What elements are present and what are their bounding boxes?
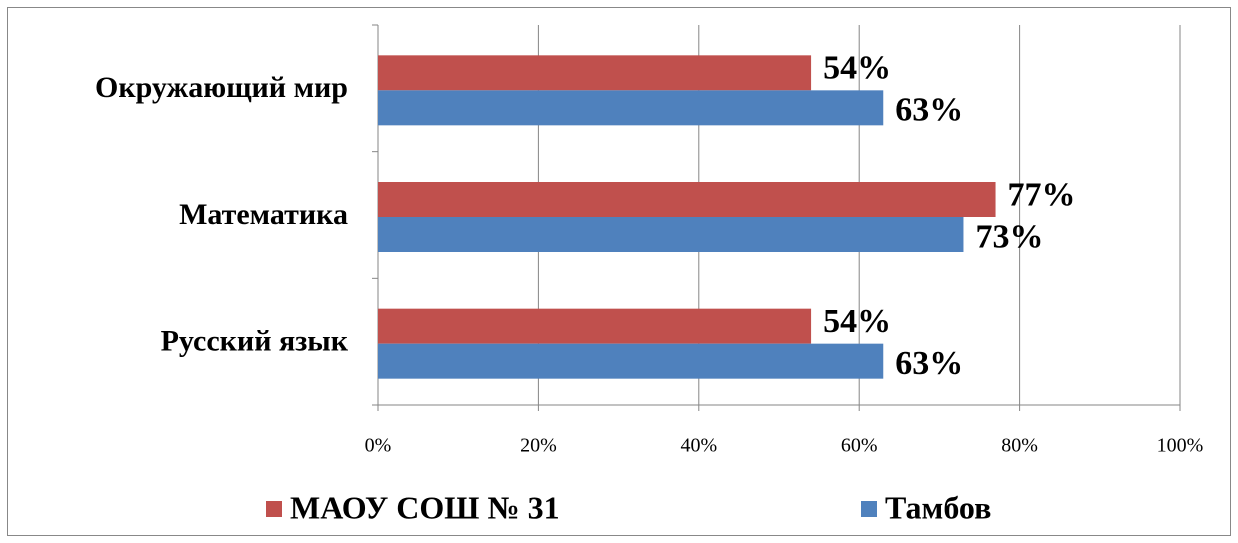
- legend-label: Тамбов: [885, 489, 991, 525]
- value-label: 77%: [1008, 176, 1076, 213]
- x-tick-label: 80%: [1001, 435, 1038, 457]
- y-tick-label: Русский язык: [161, 325, 349, 358]
- legend-swatch: [266, 501, 282, 517]
- x-tick-label: 100%: [1157, 435, 1204, 457]
- bar: [378, 182, 996, 217]
- value-label: 73%: [975, 218, 1043, 255]
- y-tick-label: Математика: [179, 198, 348, 231]
- value-label: 63%: [895, 92, 963, 129]
- bar: [378, 343, 884, 379]
- value-label: 63%: [895, 345, 963, 382]
- y-tick-label: Окружающий мир: [95, 71, 348, 104]
- x-tick-label: 40%: [680, 435, 717, 457]
- legend-label: МАОУ СОШ № 31: [290, 489, 560, 525]
- x-tick-label: 0%: [365, 435, 392, 457]
- bar: [378, 217, 964, 252]
- bar: [378, 308, 812, 344]
- x-tick-label: 20%: [520, 435, 557, 457]
- value-label: 54%: [823, 303, 891, 340]
- legend-swatch: [861, 501, 877, 517]
- bar: [378, 55, 812, 91]
- x-tick-label: 60%: [841, 435, 878, 457]
- value-label: 54%: [823, 50, 891, 87]
- bar: [378, 90, 884, 126]
